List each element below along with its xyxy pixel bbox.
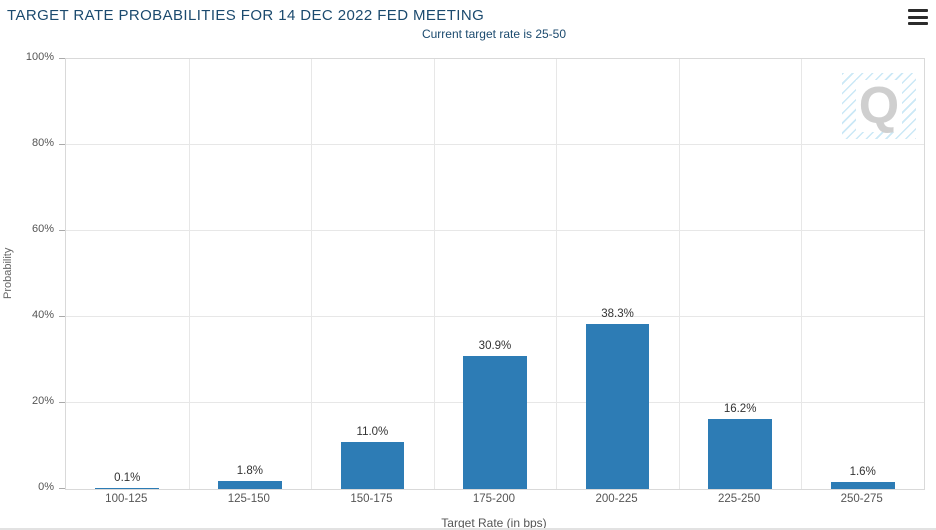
x-tick-label: 125-150 bbox=[227, 493, 270, 505]
y-tick-mark bbox=[59, 402, 65, 403]
y-tick-label: 80% bbox=[31, 137, 54, 149]
bar-value-label: 16.2% bbox=[723, 403, 757, 416]
bar-value-label: 0.1% bbox=[114, 472, 141, 484]
y-tick-mark bbox=[59, 488, 65, 489]
h-gridline bbox=[66, 316, 924, 317]
y-tick-mark bbox=[59, 58, 65, 59]
y-axis-title: Probability bbox=[2, 247, 14, 299]
v-gridline bbox=[678, 59, 680, 489]
bottom-divider bbox=[0, 528, 936, 530]
watermark-letter: Q bbox=[855, 80, 903, 132]
y-tick-label: 0% bbox=[38, 481, 54, 493]
y-tick-label: 40% bbox=[31, 309, 54, 321]
plot-area: Q 0.1% 1.8% 11.0% 30.9% 38.3% 16.2% 1.6% bbox=[65, 58, 925, 490]
q-logo-watermark: Q bbox=[842, 73, 916, 139]
bar-200-225[interactable] bbox=[585, 324, 650, 489]
bar-250-275[interactable] bbox=[830, 482, 895, 489]
chart-title: TARGET RATE PROBABILITIES FOR 14 DEC 202… bbox=[7, 7, 485, 24]
v-gridline bbox=[311, 59, 313, 489]
y-tick-mark bbox=[59, 230, 65, 231]
bar-150-175[interactable] bbox=[340, 441, 405, 489]
x-tick-label: 175-200 bbox=[472, 493, 516, 505]
bar-175-200[interactable] bbox=[463, 356, 527, 489]
x-tick-label: 100-125 bbox=[105, 493, 148, 505]
x-tick-label: 200-225 bbox=[595, 493, 638, 505]
bar-value-label: 1.6% bbox=[849, 466, 876, 479]
hamburger-bar bbox=[908, 22, 928, 25]
chart-subtitle: Current target rate is 25-50 bbox=[421, 27, 567, 41]
hamburger-bar bbox=[908, 9, 928, 12]
bar-125-150[interactable] bbox=[217, 481, 282, 489]
y-tick-label: 20% bbox=[31, 395, 54, 407]
bar-value-label: 30.9% bbox=[478, 340, 512, 353]
x-tick-label: 225-250 bbox=[718, 493, 761, 505]
bar-value-label: 1.8% bbox=[236, 465, 263, 478]
h-gridline bbox=[66, 144, 924, 145]
hamburger-menu-icon[interactable] bbox=[908, 9, 928, 25]
x-tick-label: 150-175 bbox=[350, 493, 393, 505]
y-tick-label: 100% bbox=[25, 51, 54, 63]
h-gridline bbox=[66, 230, 924, 231]
y-tick-mark bbox=[59, 144, 65, 145]
v-gridline bbox=[556, 59, 558, 489]
y-tick-label: 60% bbox=[31, 223, 54, 235]
chart-header: TARGET RATE PROBABILITIES FOR 14 DEC 202… bbox=[7, 5, 928, 29]
v-gridline bbox=[801, 59, 803, 489]
bar-225-250[interactable] bbox=[708, 419, 772, 489]
bar-value-label: 38.3% bbox=[601, 308, 634, 321]
bar-100-125[interactable] bbox=[95, 488, 160, 489]
hamburger-bar bbox=[908, 15, 928, 19]
x-axis-title: Target Rate (in bps) bbox=[441, 516, 547, 530]
bar-value-label: 11.0% bbox=[356, 425, 389, 438]
v-gridline bbox=[188, 59, 190, 489]
v-gridline bbox=[433, 59, 435, 489]
x-tick-label: 250-275 bbox=[840, 493, 883, 505]
y-tick-mark bbox=[59, 316, 65, 317]
